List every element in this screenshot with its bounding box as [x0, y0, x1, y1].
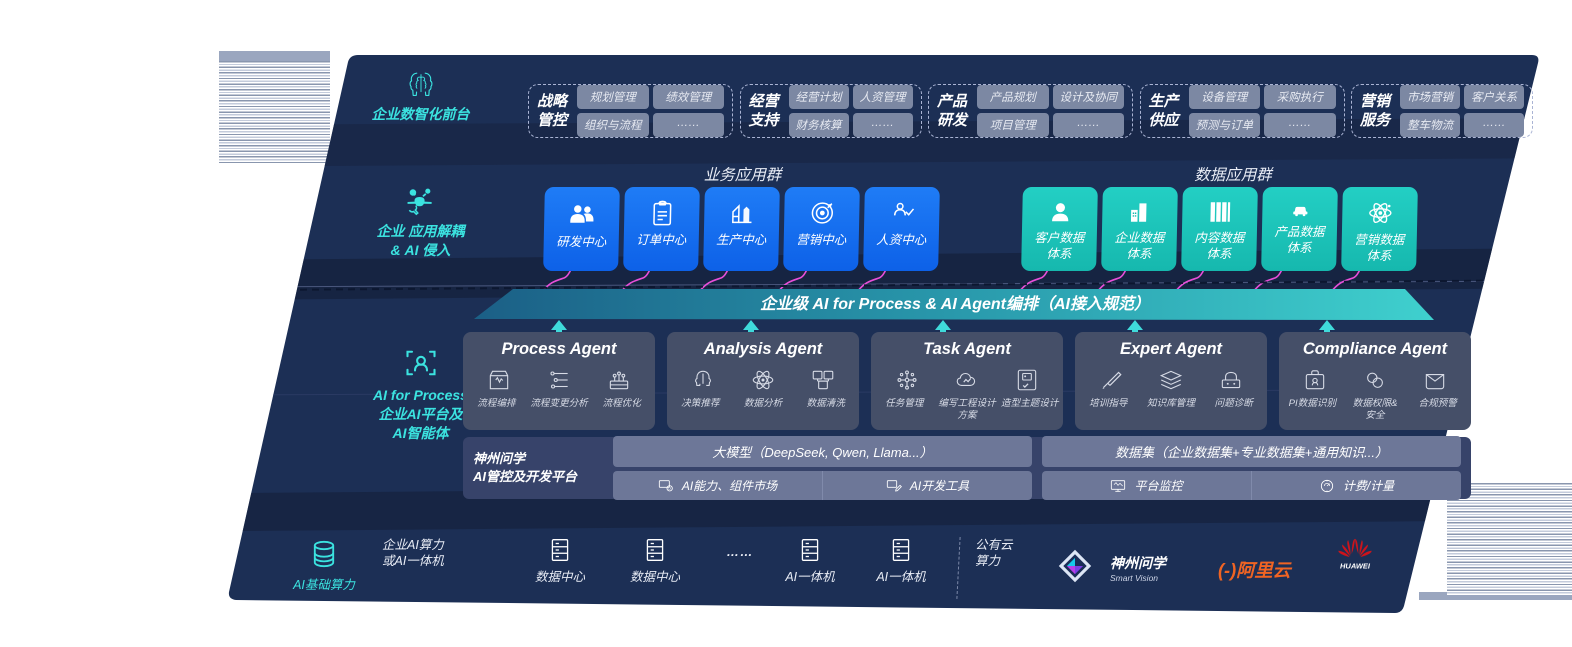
svg-text:(-)阿里云: (-)阿里云 — [1218, 561, 1293, 581]
svg-text:企业级 AI for Process & AI Agent编: 企业级 AI for Process & AI Agent编排（AI接入规范） — [760, 294, 1150, 313]
svg-text:HUAWEI: HUAWEI — [1340, 562, 1371, 571]
